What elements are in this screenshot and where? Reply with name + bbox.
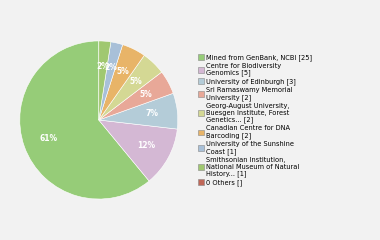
Text: 5%: 5% [139,90,152,99]
Legend: Mined from GenBank, NCBI [25], Centre for Biodiversity
Genomics [5], University : Mined from GenBank, NCBI [25], Centre fo… [197,53,313,187]
Wedge shape [20,41,149,199]
Wedge shape [99,55,162,120]
Text: 61%: 61% [39,134,57,143]
Wedge shape [99,72,173,120]
Text: 5%: 5% [130,77,142,86]
Text: 7%: 7% [146,109,159,118]
Text: 12%: 12% [137,141,155,150]
Wedge shape [99,93,178,129]
Text: 2%: 2% [97,62,109,71]
Wedge shape [99,42,123,120]
Wedge shape [99,120,177,181]
Text: 2%: 2% [105,63,117,72]
Wedge shape [99,41,111,120]
Wedge shape [99,45,144,120]
Text: 5%: 5% [116,67,129,76]
